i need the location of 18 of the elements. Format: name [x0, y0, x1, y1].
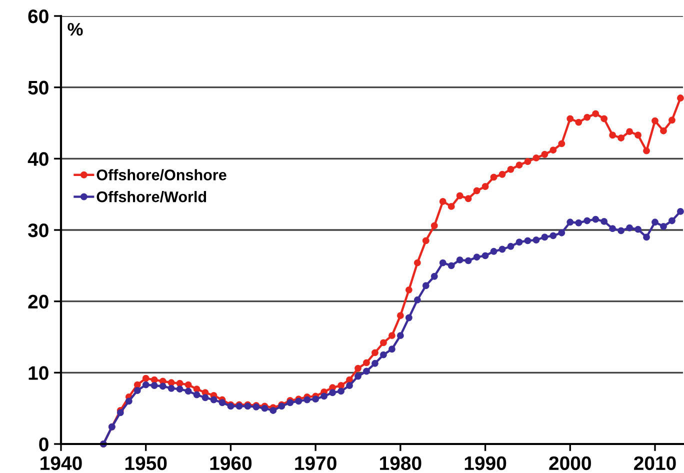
y-tick-label: 40	[28, 152, 48, 166]
y-tick-label: 30	[28, 223, 48, 238]
x-tick-label: 1960	[210, 456, 252, 470]
y-tick-label: 10	[28, 366, 48, 380]
x-tick-label: 1980	[380, 456, 422, 470]
y-tick-label: 50	[28, 80, 48, 95]
x-tick-label: 2000	[549, 456, 591, 470]
y-tick-label: 0	[39, 437, 48, 452]
legend-label: Offshore/World	[96, 191, 206, 202]
x-tick-label: 1950	[125, 456, 167, 470]
x-tick-label: 1970	[295, 456, 336, 470]
y-tick-label: 60	[28, 9, 48, 24]
x-tick-label: 1990	[464, 456, 506, 470]
y-tick-label: 20	[28, 294, 48, 309]
x-tick-label: 2010	[634, 456, 676, 470]
legend-label: Offshore/Onshore	[96, 169, 226, 181]
y-axis-title: %	[68, 22, 83, 36]
x-tick-label: 1940	[40, 456, 82, 470]
